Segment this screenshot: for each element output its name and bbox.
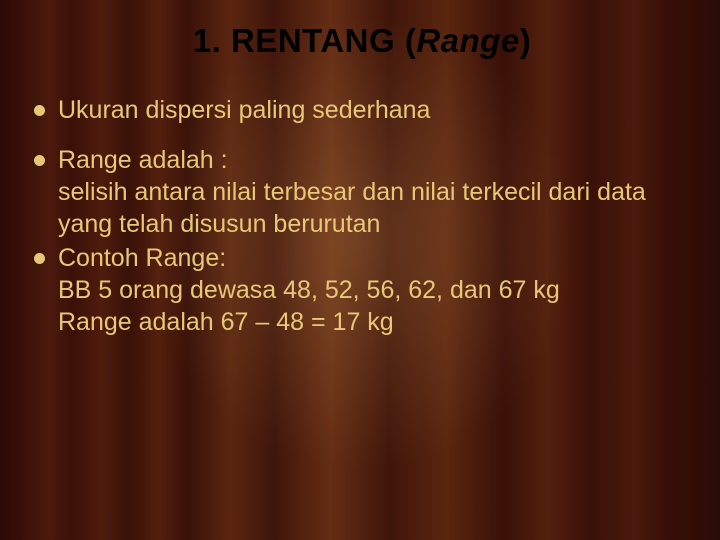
title-pre: 1. RENTANG ( — [193, 22, 417, 59]
list-item: Ukuran dispersi paling sederhana — [32, 94, 692, 126]
bullet-text: Range adalah 67 – 48 = 17 kg — [58, 306, 692, 338]
title-post: ) — [520, 22, 532, 59]
list-item: Contoh Range: BB 5 orang dewasa 48, 52, … — [32, 242, 692, 338]
bullet-text: Contoh Range: — [58, 242, 692, 274]
list-item: Range adalah : selisih antara nilai terb… — [32, 144, 692, 240]
title-italic: Range — [416, 22, 519, 59]
bullet-text: Range adalah : — [58, 144, 692, 176]
bullet-text: selisih antara nilai terbesar dan nilai … — [58, 176, 692, 240]
slide: 1. RENTANG (Range) Ukuran dispersi palin… — [0, 0, 720, 540]
bullet-text: Ukuran dispersi paling sederhana — [58, 94, 692, 126]
bullet-text: BB 5 orang dewasa 48, 52, 56, 62, dan 67… — [58, 274, 692, 306]
slide-title: 1. RENTANG (Range) — [32, 22, 692, 60]
bullet-list: Ukuran dispersi paling sederhana Range a… — [32, 94, 692, 338]
